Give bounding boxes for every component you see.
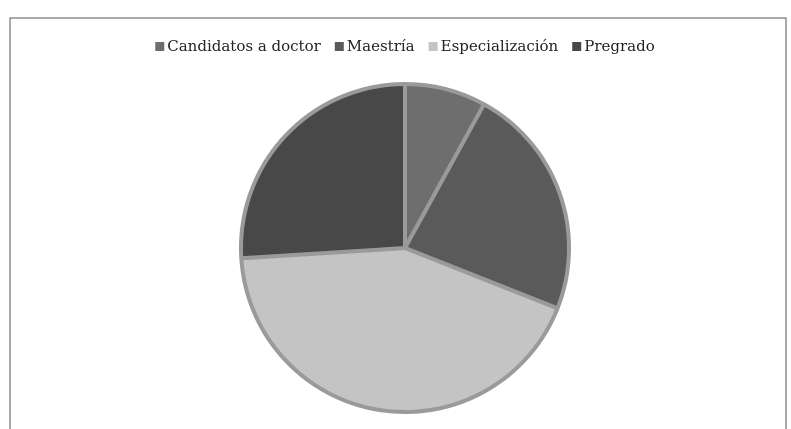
pie-slice <box>239 82 407 261</box>
legend-swatch <box>428 42 438 51</box>
legend-item: Pregrado <box>572 37 655 55</box>
pie-slice <box>239 246 560 414</box>
legend-label: Maestría <box>347 37 415 55</box>
pie <box>239 82 571 414</box>
legend-swatch <box>334 42 344 51</box>
legend-item: Candidatos a doctor <box>155 37 322 55</box>
legend-label: Especialización <box>441 37 559 55</box>
legend-item: Maestría <box>334 37 415 55</box>
legend-swatch <box>572 42 582 51</box>
legend-label: Candidatos a doctor <box>167 37 321 55</box>
legend-item: Especialización <box>428 37 559 55</box>
legend: Candidatos a doctor Maestría Especializaci… <box>155 37 655 55</box>
pie-slice <box>403 102 571 311</box>
legend-swatch <box>155 42 165 51</box>
legend-label: Pregrado <box>584 37 655 55</box>
